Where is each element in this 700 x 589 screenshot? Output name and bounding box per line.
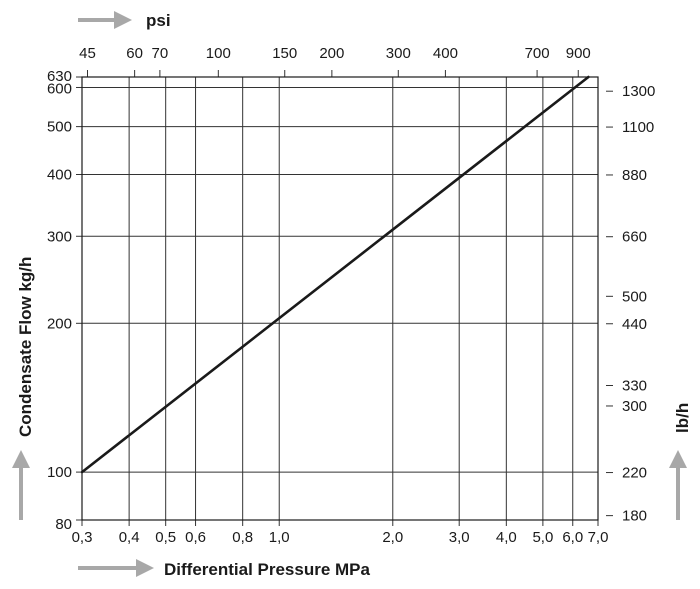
psi-tick-label: 200	[319, 45, 344, 62]
psi-tick-label: 400	[433, 45, 458, 62]
y-tick-label: 300	[47, 228, 72, 245]
psi-arrow-icon	[78, 11, 132, 29]
psi-tick-label: 60	[126, 45, 143, 62]
psi-tick-label: 70	[152, 45, 169, 62]
psi-tick-label: 100	[206, 45, 231, 62]
psi-tick-label: 700	[525, 45, 550, 62]
x-tick-label: 5,0	[532, 529, 553, 546]
y-tick-label: 100	[47, 464, 72, 481]
lbh-tick-label: 180	[622, 508, 647, 525]
psi-tick-label: 45	[79, 45, 96, 62]
flow-line	[80, 75, 590, 474]
plot-frame	[81, 76, 599, 521]
y-tick-label: 200	[47, 315, 72, 332]
lbh-tick-label: 440	[622, 316, 647, 333]
x-tick-label: 3,0	[449, 529, 470, 546]
y2-axis-title: lb/h	[673, 403, 692, 433]
x-tick-label: 2,0	[382, 529, 403, 546]
y-axis-title: Condensate Flow kg/h	[16, 257, 35, 437]
x-tick-label: 0,3	[72, 529, 93, 546]
y-tick-label: 500	[47, 119, 72, 136]
psi-axis-title: psi	[146, 11, 171, 30]
x-axis-title: Differential Pressure MPa	[164, 560, 371, 579]
y-tick-label: 400	[47, 167, 72, 184]
psi-tick-label: 150	[272, 45, 297, 62]
psi-tick-label: 300	[386, 45, 411, 62]
lbh-tick-label: 500	[622, 288, 647, 305]
lbh-tick-label: 880	[622, 167, 647, 184]
y-tick-label: 600	[47, 80, 72, 97]
lbh-tick-label: 300	[622, 398, 647, 415]
x-tick-label: 0,4	[119, 529, 140, 546]
y2-axis-arrow-icon	[669, 450, 687, 520]
lbh-tick-label: 330	[622, 378, 647, 395]
lbh-tick-label: 1100	[622, 119, 654, 136]
grid-layer	[82, 77, 598, 520]
x-tick-label: 0,6	[185, 529, 206, 546]
x-tick-label: 7,0	[588, 529, 609, 546]
ticks-layer: 0,3 0,4 0,5 0,6 0,8 1,0 2,0 3,0 4,0 5,0 6,0 7,0 80 10…	[47, 45, 655, 546]
lbh-tick-label: 1300	[622, 83, 655, 100]
x-tick-label: 6,0	[562, 529, 583, 546]
y-tick-label: 630	[47, 68, 72, 85]
y-tick-label: 80	[55, 516, 72, 533]
psi-tick-label: 900	[566, 45, 591, 62]
x-tick-label: 4,0	[496, 529, 517, 546]
x-tick-label: 1,0	[269, 529, 290, 546]
lbh-tick-label: 660	[622, 229, 647, 246]
x-axis-arrow-icon	[78, 559, 154, 577]
series-layer	[80, 75, 590, 474]
y-axis-arrow-icon	[12, 450, 30, 520]
lbh-tick-label: 220	[622, 465, 647, 482]
x-tick-label: 0,8	[232, 529, 253, 546]
x-tick-label: 0,5	[155, 529, 176, 546]
